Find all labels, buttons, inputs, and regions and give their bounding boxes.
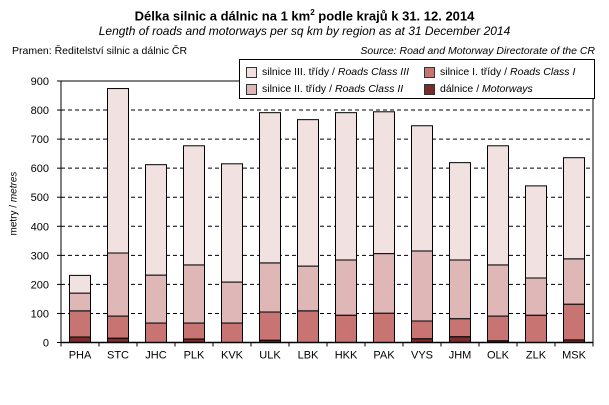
- x-tick-label: ULK: [259, 350, 281, 362]
- legend-label: silnice III. třídy /: [262, 66, 335, 78]
- x-tick-label: JHM: [449, 350, 472, 362]
- bar-segment: [221, 281, 243, 324]
- bar-segment: [107, 315, 129, 339]
- y-axis-label: metry / metres: [8, 172, 20, 236]
- chart-subtitle: Length of roads and motorways per sq km …: [98, 24, 511, 38]
- x-tick-label: HKK: [335, 350, 358, 362]
- y-tick-label: 200: [31, 279, 49, 291]
- bar-segment: [525, 185, 547, 279]
- bar-segment: [373, 111, 395, 255]
- legend-label-en: Roads Class II: [334, 83, 404, 95]
- title-superscript: 2: [310, 8, 315, 17]
- bar-segment: [183, 145, 205, 266]
- bar-segment: [259, 112, 281, 264]
- legend-item-motorways: dálnice / Motorways: [424, 83, 533, 95]
- bar-segment: [563, 303, 585, 341]
- bar-segment: [259, 262, 281, 313]
- legend-label-en: Roads Class I: [510, 66, 576, 78]
- bar-segment: [259, 311, 281, 341]
- y-tick-label: 600: [31, 163, 49, 175]
- y-tick-label: 800: [31, 105, 49, 117]
- bar-segment: [69, 274, 91, 294]
- bar-segment: [183, 264, 205, 324]
- legend-label-en: Roads Class III: [337, 66, 410, 78]
- bar-segment: [145, 274, 167, 324]
- bar-segment: [411, 320, 433, 340]
- legend-swatch: [424, 83, 435, 95]
- title-text-end: podle krajů k 31. 12. 2014: [314, 8, 475, 24]
- legend-label-en: Motorways: [482, 83, 533, 95]
- bar-segment: [411, 250, 433, 322]
- x-tick-label: OLK: [487, 350, 510, 362]
- bar-segment: [563, 258, 585, 305]
- x-tick-label: STC: [107, 350, 129, 362]
- y-tick-label: 700: [31, 134, 49, 146]
- bar-segment: [525, 277, 547, 316]
- y-tick-label: 500: [31, 192, 49, 204]
- legend-item-class-i: silnice I. třídy / Roads Class I: [424, 66, 575, 78]
- x-tick-label: MSK: [562, 350, 587, 362]
- bar-segment: [411, 125, 433, 252]
- x-tick-label: ZLK: [526, 350, 547, 362]
- bar-segment: [297, 119, 319, 267]
- bar-segment: [145, 322, 167, 343]
- legend-label: silnice II. třídy /: [262, 83, 333, 95]
- y-tick-label: 400: [31, 221, 49, 233]
- bar-segment: [145, 164, 167, 276]
- x-tick-label: PHA: [69, 350, 92, 362]
- title-text: Délka silnic a dálnic na 1 km: [134, 8, 311, 24]
- bar-segment: [373, 312, 395, 344]
- legend-item-class-ii: silnice II. třídy / Roads Class II: [246, 83, 403, 95]
- bar-segment: [69, 292, 91, 312]
- plot-frame: [60, 80, 594, 343]
- y-label-cz: metry /: [8, 202, 20, 236]
- legend: silnice III. třídy / Roads Class III sil…: [239, 59, 595, 99]
- bar-segment: [487, 315, 509, 342]
- bar-segment: [563, 157, 585, 260]
- bar-segment: [449, 162, 471, 261]
- x-tick-label: JHC: [145, 350, 166, 362]
- legend-item-class-iii: silnice III. třídy / Roads Class III: [246, 66, 409, 78]
- legend-label: silnice I. třídy /: [440, 66, 508, 78]
- bar-segment: [487, 145, 509, 266]
- chart-title: Délka silnic a dálnic na 1 km2 podle kra…: [0, 8, 609, 23]
- y-tick-label: 100: [31, 308, 49, 320]
- x-tick-label: PAK: [373, 350, 395, 362]
- bar-segment: [335, 259, 357, 316]
- bar-segment: [449, 259, 471, 320]
- bar-segment: [525, 314, 547, 343]
- bar-segment: [487, 264, 509, 317]
- y-tick-label: 900: [31, 76, 49, 88]
- legend-swatch: [246, 83, 257, 95]
- y-label-en: metres: [8, 171, 20, 203]
- bar-segment: [297, 310, 319, 343]
- bar-segment: [449, 336, 471, 344]
- bar-segment: [297, 265, 319, 312]
- bar-segment: [107, 88, 129, 254]
- bar-segment: [183, 322, 205, 340]
- x-tick-label: VYS: [411, 350, 433, 362]
- bar-segment: [107, 252, 129, 317]
- bar-segment: [69, 310, 91, 338]
- x-tick-label: KVK: [221, 350, 244, 362]
- x-tick-label: LBK: [298, 350, 319, 362]
- legend-swatch: [424, 66, 435, 78]
- y-tick-label: 300: [31, 250, 49, 262]
- bar-segment: [221, 322, 243, 343]
- source-en: Source: Road and Motorway Directorate of…: [360, 45, 595, 57]
- bar-segment: [335, 112, 357, 261]
- bar-segment: [335, 314, 357, 343]
- x-tick-label: PLK: [184, 350, 205, 362]
- legend-label: dálnice /: [440, 83, 480, 95]
- bar-segment: [221, 163, 243, 283]
- legend-swatch: [246, 66, 257, 78]
- bar-segment: [69, 336, 91, 343]
- bar-segment: [449, 318, 471, 338]
- bar-segment: [373, 253, 395, 314]
- source-cz: Pramen: Ředitelství silnic a dálnic ČR: [12, 45, 188, 57]
- y-tick-label: 0: [43, 338, 49, 350]
